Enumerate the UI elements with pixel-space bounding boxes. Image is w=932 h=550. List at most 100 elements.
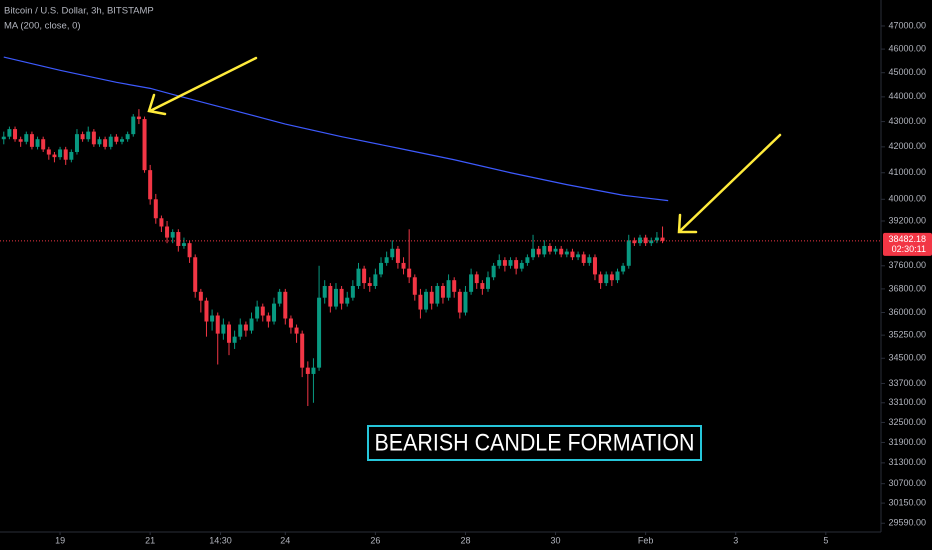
chart-title: Bitcoin / U.S. Dollar, 3h, BITSTAMP <box>4 6 154 17</box>
candle-body <box>339 288 344 304</box>
candle-body <box>18 139 23 142</box>
candle-body <box>576 254 581 258</box>
y-tick-label: 34500.00 <box>888 353 926 363</box>
y-tick-label: 33700.00 <box>888 378 926 388</box>
x-tick-label: 26 <box>370 535 380 545</box>
candle-body <box>395 248 400 263</box>
moving-average-line <box>3 56 669 202</box>
x-tick-label: 19 <box>55 535 65 545</box>
candle-body <box>181 243 186 246</box>
candle-body <box>322 285 327 298</box>
candle-body <box>440 285 445 298</box>
candle-body <box>401 262 406 269</box>
candle-body <box>165 226 170 238</box>
candle-body <box>272 303 277 322</box>
y-tick-label: 33100.00 <box>888 397 926 407</box>
candle-body <box>266 315 271 322</box>
candle-body <box>148 170 153 200</box>
x-tick-label: 3 <box>733 535 738 545</box>
x-tick-label: 14:30 <box>209 535 232 545</box>
candle-body <box>502 260 507 266</box>
y-tick-label: 30700.00 <box>888 478 926 488</box>
candle-body <box>660 237 665 241</box>
annotation-text: BEARISH CANDLE FORMATION <box>375 429 695 456</box>
candle-body <box>362 268 367 284</box>
candle-body <box>24 134 29 142</box>
candle-body <box>587 257 592 263</box>
candle-body <box>63 149 68 160</box>
candle-body <box>136 116 141 120</box>
x-tick-label: 21 <box>145 535 155 545</box>
candle-body <box>350 285 355 298</box>
countdown-label: 02:30:11 <box>892 244 926 254</box>
candle-body <box>379 262 384 275</box>
candle-body <box>463 291 468 313</box>
candle-body <box>221 324 226 334</box>
candle-body <box>626 240 631 266</box>
y-tick-label: 35250.00 <box>888 330 926 340</box>
candle-body <box>604 274 609 284</box>
x-tick-label: 24 <box>280 535 290 545</box>
candle-body <box>215 315 220 334</box>
y-tick-label: 40000.00 <box>888 194 926 204</box>
candle-body <box>542 245 547 255</box>
candle-body <box>564 251 569 255</box>
indicator-label: MA (200, close, 0) <box>4 21 81 32</box>
y-tick-label: 45000.00 <box>888 67 926 77</box>
candle-body <box>1 136 6 140</box>
y-tick-label: 39200.00 <box>888 215 926 225</box>
candle-body <box>226 324 231 343</box>
candle-body <box>120 139 125 142</box>
candle-body <box>480 283 485 289</box>
candle-body <box>131 116 136 135</box>
candle-body <box>305 367 310 374</box>
candle-body <box>170 232 175 238</box>
candle-body <box>193 257 198 292</box>
candle-body <box>108 136 113 147</box>
candle-body <box>367 283 372 286</box>
candle-body <box>638 237 643 244</box>
candle-body <box>559 248 564 255</box>
candle-body <box>553 248 558 252</box>
annotation-box <box>367 425 702 461</box>
y-tick-label: 37600.00 <box>888 260 926 270</box>
y-tick-label: 30150.00 <box>888 497 926 507</box>
candle-body <box>80 134 85 140</box>
y-tick-label: 46000.00 <box>888 43 926 53</box>
candle-body <box>232 336 237 343</box>
candle-body <box>457 291 462 313</box>
candle-body <box>176 232 181 246</box>
candle-body <box>74 134 79 152</box>
candle-body <box>249 318 254 331</box>
arrow <box>147 56 258 116</box>
candle-body <box>283 291 288 319</box>
candle-body <box>649 240 654 244</box>
candle-body <box>519 262 524 269</box>
candle-body <box>429 291 434 304</box>
y-tick-label: 43000.00 <box>888 116 926 126</box>
candle-body <box>525 257 530 263</box>
y-tick-label: 36000.00 <box>888 307 926 317</box>
arrow <box>677 133 782 234</box>
candle-body <box>531 248 536 258</box>
x-tick-label: 28 <box>460 535 470 545</box>
candle-body <box>29 134 34 147</box>
candle-body <box>547 245 552 252</box>
candle-body <box>52 154 57 158</box>
candle-body <box>142 119 147 171</box>
candle-body <box>598 274 603 284</box>
y-tick-label: 36800.00 <box>888 283 926 293</box>
y-tick-label: 41000.00 <box>888 167 926 177</box>
candle-body <box>615 271 620 281</box>
candle-body <box>243 324 248 331</box>
candle-body <box>446 280 451 298</box>
candle-body <box>373 274 378 286</box>
candle-body <box>255 306 260 319</box>
candle-body <box>204 300 209 322</box>
candle-body <box>418 294 423 310</box>
candle-body <box>424 291 429 310</box>
candle-body <box>621 265 626 272</box>
